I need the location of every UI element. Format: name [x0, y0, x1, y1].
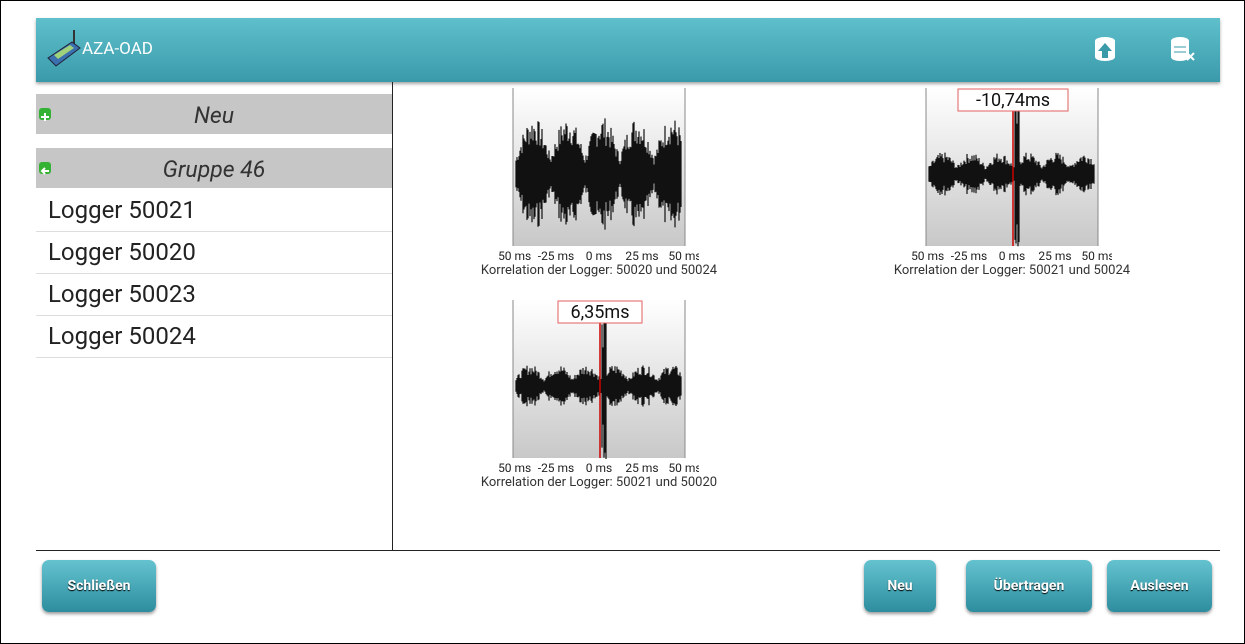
- logger-item[interactable]: Logger 50024: [36, 316, 392, 358]
- screen: {"header": {"title": "AZA-OAD"}, "sideba…: [0, 0, 1245, 644]
- correlation-plot[interactable]: -50 ms -25 ms 0 ms 25 ms 50 ms: [499, 88, 699, 268]
- axis-label: -50 ms: [499, 461, 531, 475]
- logger-item[interactable]: Logger 50021: [36, 190, 392, 232]
- axis-label: -50 ms: [912, 249, 944, 263]
- axis-label: 25 ms: [625, 461, 658, 475]
- axis-label: 0 ms: [999, 249, 1025, 263]
- app: AZA-OAD Neu Gruppe 46 Logger 50021 Logger 5…: [36, 18, 1220, 620]
- plot-caption: Korrelation der Logger: 50021 und 50020: [399, 475, 799, 490]
- logger-item[interactable]: Logger 50020: [36, 232, 392, 274]
- axis-label: 0 ms: [586, 249, 612, 263]
- axis-label: 25 ms: [1038, 249, 1071, 263]
- group-header[interactable]: Gruppe 46: [36, 148, 392, 188]
- group-label: Neu: [36, 102, 392, 129]
- axis-label: 0 ms: [586, 461, 612, 475]
- axis-label: -25 ms: [538, 249, 575, 263]
- group-header[interactable]: Neu: [36, 94, 392, 134]
- correlation-plot[interactable]: 6,35ms -50 ms -25 ms 0 ms 25 ms 50 ms: [499, 300, 699, 480]
- button[interactable]: Auslesen: [1107, 560, 1212, 612]
- logger-item[interactable]: Logger 50023: [36, 274, 392, 316]
- upload-db-icon[interactable]: [1094, 36, 1116, 62]
- axis-label: -25 ms: [538, 461, 575, 475]
- app-title: AZA-OAD: [82, 39, 153, 59]
- axis-label: 50 ms: [1081, 249, 1112, 263]
- action-bar: AZA-OAD: [36, 18, 1220, 82]
- group-label: Gruppe 46: [36, 156, 392, 183]
- group-list: Neu Gruppe 46 Logger 50021 Logger 50020 Logg…: [36, 82, 393, 550]
- marker-label: -10,74ms: [976, 90, 1050, 111]
- axis-label: -50 ms: [499, 249, 531, 263]
- divider: [36, 550, 1220, 551]
- button[interactable]: Übertragen: [966, 560, 1092, 612]
- logger-label: Logger 50023: [48, 280, 196, 308]
- button[interactable]: Neu: [864, 560, 936, 612]
- plot-caption: Korrelation der Logger: 50021 und 50024: [812, 263, 1212, 278]
- axis-label: -25 ms: [951, 249, 988, 263]
- axis-label: 50 ms: [668, 461, 699, 475]
- axis-label: 50 ms: [668, 249, 699, 263]
- logger-label: Logger 50021: [48, 196, 196, 224]
- logger-label: Logger 50020: [48, 238, 196, 266]
- app-icon: [46, 28, 82, 72]
- logger-label: Logger 50024: [48, 322, 196, 350]
- axis-label: 25 ms: [625, 249, 658, 263]
- delete-db-icon[interactable]: [1170, 36, 1196, 62]
- button[interactable]: Schließen: [42, 560, 156, 612]
- correlation-plot[interactable]: -10,74ms -50 ms -25 ms 0 ms 25 ms 50 ms: [912, 88, 1112, 268]
- plot-caption: Korrelation der Logger: 50020 und 50024: [399, 263, 799, 278]
- marker-label: 6,35ms: [571, 302, 630, 323]
